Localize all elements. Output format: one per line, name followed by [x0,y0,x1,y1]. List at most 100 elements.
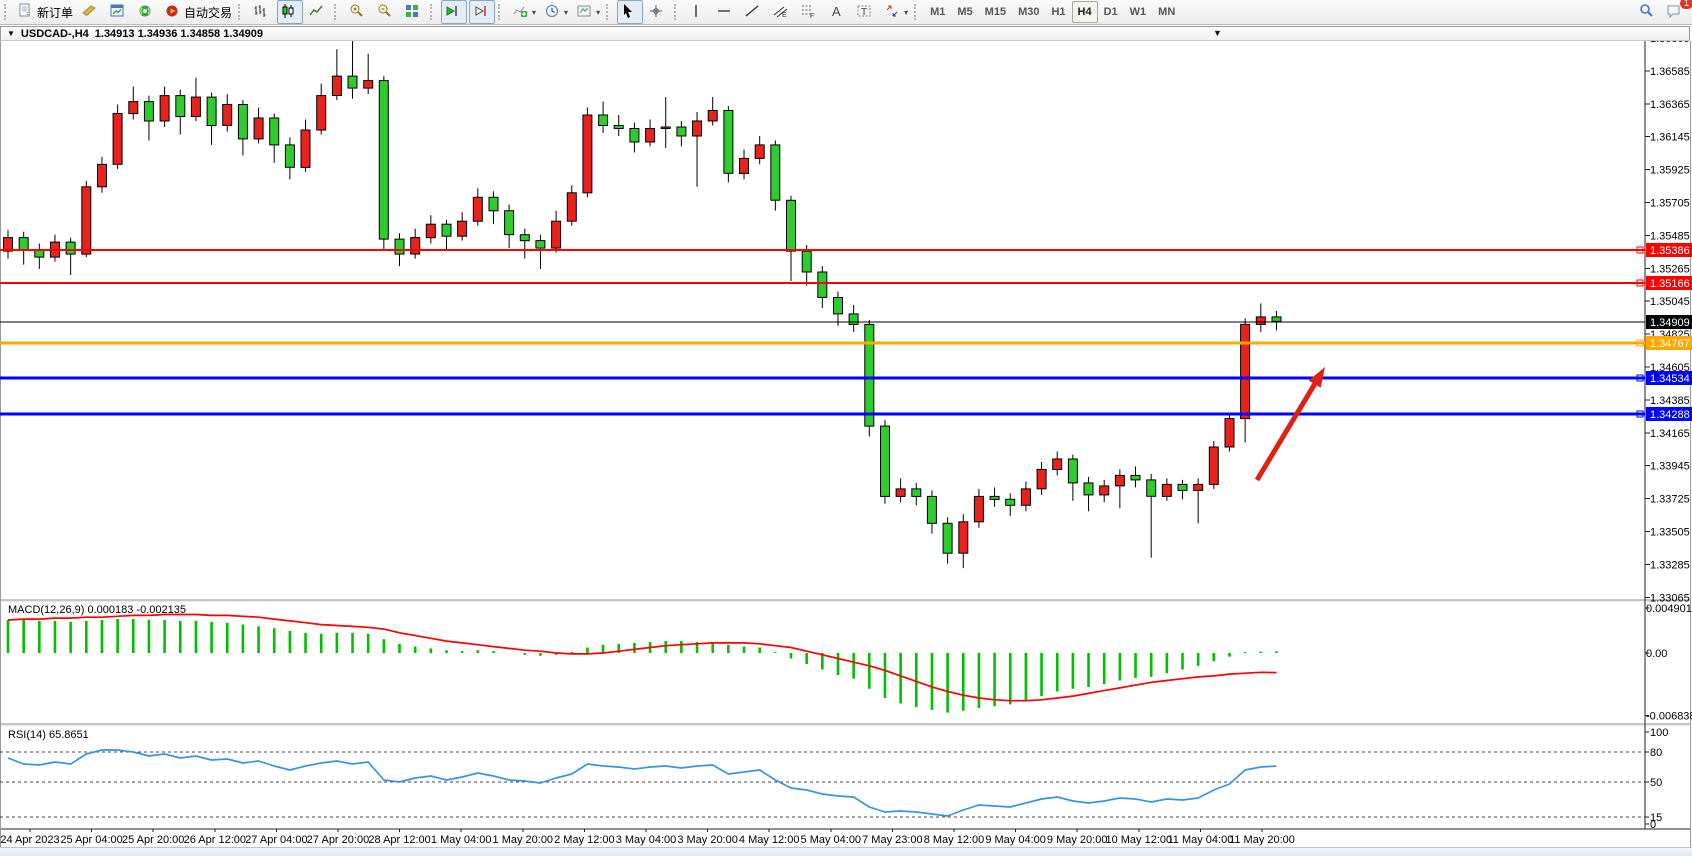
candle [253,117,264,140]
timeframe-m5[interactable]: M5 [957,6,973,18]
pane-dividers[interactable] [0,599,1690,830]
metaeditor-button[interactable] [78,0,104,24]
mql5-community-button[interactable] [134,0,160,24]
svg-text:11 May 20:00: 11 May 20:00 [1229,834,1295,846]
candle [316,95,327,131]
indicators-button[interactable]: ▾ [509,0,539,24]
templates-button[interactable]: ▾ [573,0,603,24]
svg-text:1.34534: 1.34534 [1650,373,1690,385]
candle [864,323,875,427]
trendline-icon [744,3,760,22]
vertical-line-button[interactable] [685,0,711,24]
macd-signal-line[interactable] [7,613,1277,702]
svg-text:25 Apr 04:00: 25 Apr 04:00 [60,834,122,846]
tile-windows-icon [404,3,420,22]
trendline-button[interactable] [741,0,767,24]
toolbar-group-handle [914,4,921,20]
chevron-down-icon[interactable]: ▾ [564,7,569,17]
svg-text:1.34288: 1.34288 [1650,409,1690,421]
candles[interactable] [3,37,1282,569]
chevron-down-icon[interactable]: ▼ [7,29,15,38]
candlestick-button[interactable] [277,0,304,24]
text-button[interactable]: A [825,0,851,24]
svg-text:A: A [832,4,841,19]
candle [1255,316,1266,325]
toolbar-group-handle [606,4,613,20]
timeframe-m30[interactable]: M30 [1018,6,1040,18]
rsi-axis: 100 80 50 150 [1645,727,1668,831]
svg-text:9 May 20:00: 9 May 20:00 [1047,834,1108,846]
new-order-button[interactable]: 新订单 [15,0,76,24]
periods-button[interactable]: ▾ [541,0,571,24]
candle [973,495,984,523]
candle [707,110,718,122]
candle [770,144,781,201]
svg-text:1.33285: 1.33285 [1650,559,1690,571]
svg-text:50: 50 [1650,777,1662,789]
candle [269,117,280,146]
toolbar-group-handle [238,4,245,20]
timeframe-m1[interactable]: M1 [930,6,946,18]
chart-shift-button[interactable] [469,0,496,24]
fibonacci-button[interactable]: F [797,0,823,24]
equidistant-channel-button[interactable]: E [769,0,795,24]
trend-arrow-annotation[interactable] [1254,367,1325,482]
rsi-line[interactable] [7,749,1277,817]
timeframe-m15[interactable]: M15 [984,6,1007,18]
line-chart-button[interactable] [305,0,331,24]
timeframe-w1[interactable]: W1 [1129,6,1147,18]
candle [504,210,515,236]
candle [645,128,656,143]
toolbar-group [344,0,428,24]
svg-text:10 May 12:00: 10 May 12:00 [1105,834,1172,846]
candle [958,521,969,554]
autotrading-button[interactable]: 自动交易 [162,0,235,24]
crosshair-button[interactable] [645,0,671,24]
zoom-out-button[interactable] [373,0,399,24]
zoom-in-button[interactable] [345,0,371,24]
search-button[interactable] [1635,0,1661,24]
chevron-down-icon[interactable]: ▾ [904,7,909,17]
candle [378,80,389,240]
candle [97,163,107,188]
timeframe-mn[interactable]: MN [1158,6,1176,18]
chevron-down-icon[interactable]: ▾ [596,7,601,17]
rsi-levels [0,751,1645,818]
chevron-down-icon[interactable]: ▾ [532,7,537,17]
cursor-button[interactable] [617,0,644,24]
timeframe-d1[interactable]: D1 [1103,6,1118,18]
auto-scroll-button[interactable] [441,0,468,24]
bar-chart-button[interactable] [249,0,275,24]
horizontal-level-lines[interactable]: 1.35386 1.35166 1.34767 1.34534 1.34288 1.349… [0,243,1692,421]
svg-text:1.33505: 1.33505 [1650,527,1690,539]
toolbar-group [248,0,332,24]
candle [112,113,123,165]
svg-text:5 May 04:00: 5 May 04:00 [801,834,862,846]
svg-text:1.34165: 1.34165 [1650,428,1690,440]
notifications-button[interactable]: 1 [1663,0,1692,24]
candle [441,223,452,237]
toolbar-group-handle [498,4,505,20]
candle [582,114,593,194]
new-chart-button[interactable] [106,0,132,24]
cursor-icon [620,3,636,22]
notification-badge: 1 [1679,0,1692,10]
text-a-icon: A [828,3,844,22]
fibo-icon: F [800,3,816,22]
candle [551,220,562,249]
arrows-button[interactable]: ▾ [881,0,911,24]
svg-text:0.00: 0.00 [1646,648,1667,660]
text-label-button[interactable]: T [853,0,879,24]
timeframe-h1[interactable]: H1 [1051,6,1066,18]
svg-text:1.33725: 1.33725 [1650,494,1690,506]
candle [1224,418,1235,448]
horizontal-line-button[interactable] [713,0,739,24]
crosshair-icon [648,3,664,22]
candle [613,125,624,129]
tile-windows-button[interactable] [401,0,427,24]
chart-shift-marker-icon[interactable]: ▼ [1213,28,1222,38]
chart-title-bar: ▼ USDCAD-,H4 1.34913 1.34936 1.34858 1.3… [0,26,1690,41]
timeframe-h4[interactable]: H4 [1071,1,1098,23]
candle [676,126,687,137]
